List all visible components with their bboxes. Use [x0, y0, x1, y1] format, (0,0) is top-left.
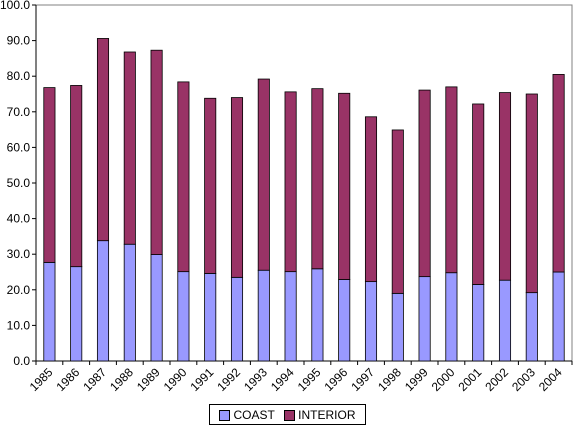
y-tick-label: 100.0 [0, 0, 30, 12]
bar-interior-2004 [552, 74, 565, 273]
bar-coast-2003 [525, 292, 538, 362]
legend-item-interior: INTERIOR [284, 407, 356, 422]
bar-interior-2001 [472, 103, 485, 285]
bar-interior-1999 [418, 89, 431, 278]
legend-item-coast: COAST [219, 407, 275, 422]
bar-interior-1990 [177, 81, 190, 273]
bar-coast-1992 [230, 276, 244, 362]
bar-coast-1989 [150, 254, 163, 362]
bar-interior-1991 [204, 97, 217, 274]
y-tick-label: 20.0 [7, 283, 31, 297]
bar-interior-1986 [70, 85, 83, 268]
bar-interior-1987 [96, 38, 110, 242]
x-tick-label: 1995 [295, 365, 324, 394]
bar-coast-2001 [472, 284, 485, 362]
y-tick-label: 50.0 [7, 176, 31, 190]
bar-interior-1985 [43, 87, 56, 263]
legend-label-coast: COAST [233, 407, 275, 422]
x-tick-label: 1989 [134, 365, 163, 394]
x-tick-label: 2001 [456, 365, 485, 394]
bar-coast-1987 [96, 240, 110, 362]
x-tick-label: 2000 [429, 365, 458, 394]
bar-interior-1995 [311, 88, 324, 270]
bar-interior-1996 [338, 92, 351, 280]
x-tick-label: 2004 [536, 365, 565, 394]
plot-area [35, 4, 573, 362]
bar-coast-1995 [311, 268, 324, 362]
bar-interior-1994 [284, 91, 297, 273]
y-tick-label: 60.0 [7, 140, 31, 154]
y-tick-label: 80.0 [7, 69, 31, 83]
y-tick-label: 70.0 [7, 105, 31, 119]
x-tick-label: 1987 [80, 365, 109, 394]
legend-box: COAST INTERIOR [209, 404, 366, 425]
legend-swatch-interior [284, 410, 296, 422]
bar-interior-1997 [364, 116, 378, 283]
bar-coast-2002 [498, 279, 512, 362]
x-tick-label: 1988 [107, 365, 136, 394]
x-tick-label: 1990 [161, 365, 190, 394]
x-tick-label: 1999 [402, 365, 431, 394]
bar-coast-1996 [338, 279, 351, 362]
x-tick-label: 2003 [509, 365, 538, 394]
bar-coast-1993 [257, 269, 270, 362]
bar-interior-1998 [391, 129, 404, 294]
y-tick-label: 90.0 [7, 34, 31, 48]
x-tick-label: 1985 [27, 365, 56, 394]
bar-coast-1990 [177, 271, 190, 362]
x-tick-label: 1997 [348, 365, 377, 394]
x-tick-label: 1994 [268, 365, 297, 394]
bar-interior-1992 [230, 97, 244, 278]
legend-swatch-coast [219, 410, 231, 422]
bar-interior-2002 [498, 92, 512, 281]
x-tick-label: 1992 [214, 365, 243, 394]
bar-coast-1985 [43, 261, 56, 362]
bar-coast-1994 [284, 271, 297, 362]
x-tick-label: 1998 [375, 365, 404, 394]
bar-interior-2003 [525, 93, 538, 294]
legend-label-interior: INTERIOR [298, 407, 356, 422]
bar-interior-2000 [445, 86, 458, 274]
bar-coast-1988 [123, 243, 136, 362]
bar-coast-1998 [391, 292, 404, 362]
x-tick-label: 1993 [241, 365, 270, 394]
bar-coast-2004 [552, 271, 565, 362]
bar-coast-1999 [418, 276, 431, 362]
x-tick-label: 1991 [188, 365, 217, 394]
x-tick-label: 2002 [482, 365, 511, 394]
bar-coast-1986 [70, 266, 83, 362]
bar-coast-2000 [445, 272, 458, 362]
bar-interior-1993 [257, 78, 270, 271]
y-tick-label: 40.0 [7, 212, 31, 226]
y-tick-label: 10.0 [7, 318, 31, 332]
bar-interior-1989 [150, 49, 163, 255]
bar-interior-1988 [123, 51, 136, 245]
y-tick-label: 30.0 [7, 247, 31, 261]
bar-coast-1991 [204, 273, 217, 362]
x-tick-label: 1996 [322, 365, 351, 394]
y-tick-label: 0.0 [13, 354, 30, 368]
bar-coast-1997 [364, 281, 378, 362]
x-tick-label: 1986 [54, 365, 83, 394]
legend: COAST INTERIOR [0, 404, 575, 425]
